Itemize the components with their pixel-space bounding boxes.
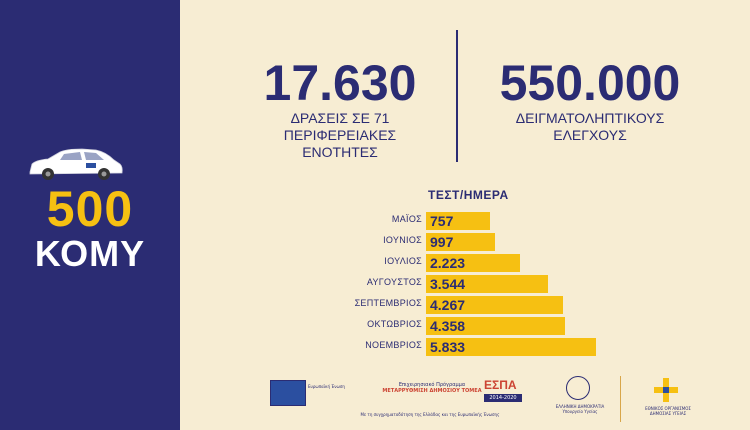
chart-title: ΤΕΣΤ/ΗΜΕΡΑ xyxy=(428,188,509,202)
eu-text: Ευρωπαϊκή Ένωση xyxy=(308,384,345,389)
stat-tests-label-line: ΔΕΙΓΜΑΤΟΛΗΠΤΙΚΟΥΣ xyxy=(515,110,665,126)
espa-text: ΕΣΠΑ xyxy=(484,378,517,392)
stat-tests-label-line: ΕΛΕΓΧΟΥΣ xyxy=(553,127,627,143)
ministry-line: Υπουργείο Υγείας xyxy=(562,409,598,414)
stat-divider xyxy=(456,30,458,162)
chart-row: ΣΕΠΤΕΜΒΡΙΟΣ 4.267 xyxy=(180,296,750,314)
komy-count: 500 xyxy=(46,181,134,237)
chart-row: ΟΚΤΩΒΡΙΟΣ 4.358 xyxy=(180,317,750,335)
chart-value-label: 5.833 xyxy=(430,339,466,355)
left-panel: 500 ΚΟΜΥ xyxy=(0,0,180,430)
stat-tests-number: 550.000 xyxy=(499,55,681,111)
espa-logo: ΕΣΠΑ 2014-2020 xyxy=(484,378,522,404)
stat-actions-number: 17.630 xyxy=(263,55,417,111)
eody-cross-icon xyxy=(654,378,678,402)
chart-row: ΝΟΕΜΒΡΙΟΣ 5.833 xyxy=(180,338,750,356)
chart-category-label: ΝΟΕΜΒΡΙΟΣ xyxy=(365,340,422,350)
espa-years: 2014-2020 xyxy=(484,394,522,402)
stat-tests: 550.000 ΔΕΙΓΜΑΤΟΛΗΠΤΙΚΟΥΣ ΕΛΕΓΧΟΥΣ xyxy=(460,58,720,144)
chart-row: ΙΟΥΝΙΟΣ 997 xyxy=(180,233,750,251)
komy-label: ΚΟΜΥ xyxy=(34,233,146,274)
chart-bar xyxy=(426,233,495,251)
chart-category-label: ΙΟΥΝΙΟΣ xyxy=(383,235,422,245)
program-logo: Επιχειρησιακό Πρόγραμμα ΜΕΤΑΡΡΥΘΜΙΣΗ ΔΗΜ… xyxy=(382,382,482,394)
footer-logos: Ευρωπαϊκή Ένωση Επιχειρησιακό Πρόγραμμα … xyxy=(270,374,740,430)
stat-actions: 17.630 ΔΡΑΣΕΙΣ ΣΕ 71 ΠΕΡΙΦΕΡΕΙΑΚΕΣ ΕΝΟΤΗ… xyxy=(240,58,440,161)
chart-row: ΙΟΥΛΙΟΣ 2.223 xyxy=(180,254,750,272)
chart-row: ΜΑΪΟΣ 757 xyxy=(180,212,750,230)
stat-actions-label-line: ΔΡΑΣΕΙΣ ΣΕ 71 xyxy=(290,110,390,126)
eody-line: ΕΘΝΙΚΟΣ ΟΡΓΑΝΙΣΜΟΣ xyxy=(645,406,691,411)
chart-bar xyxy=(426,317,566,335)
chart-bar xyxy=(426,296,564,314)
chart-value-label: 3.544 xyxy=(430,276,466,292)
chart-value-label: 4.358 xyxy=(430,318,466,334)
chart-category-label: ΜΑΪΟΣ xyxy=(391,214,422,224)
program-line: ΜΕΤΑΡΡΥΘΜΙΣΗ ΔΗΜΟΣΙΟΥ ΤΟΜΕΑ xyxy=(382,388,482,394)
chart-category-label: ΙΟΥΛΙΟΣ xyxy=(384,256,422,266)
stat-tests-label: ΔΕΙΓΜΑΤΟΛΗΠΤΙΚΟΥΣ ΕΛΕΓΧΟΥΣ xyxy=(460,110,720,144)
chart-row: ΑΥΓΟΥΣΤΟΣ 3.544 xyxy=(180,275,750,293)
chart-bar xyxy=(426,275,549,293)
car-icon xyxy=(29,148,123,180)
eody-text: ΕΘΝΙΚΟΣ ΟΡΓΑΝΙΣΜΟΣ ΔΗΜΟΣΙΑΣ ΥΓΕΙΑΣ xyxy=(638,406,698,416)
ministry-text: ΕΛΛΗΝΙΚΗ ΔΗΜΟΚΡΑΤΙΑ Υπουργείο Υγείας xyxy=(550,404,610,414)
chart-value-label: 757 xyxy=(430,213,454,229)
chart-value-label: 997 xyxy=(430,234,454,250)
footer-divider xyxy=(620,376,621,422)
program-line: Επιχειρησιακό Πρόγραμμα xyxy=(398,382,466,388)
cofund-text: Με τη συγχρηματοδότηση της Ελλάδας και τ… xyxy=(360,412,500,417)
stat-actions-label-line: ΠΕΡΙΦΕΡΕΙΑΚΕΣ xyxy=(283,127,397,143)
ministry-line: ΕΛΛΗΝΙΚΗ ΔΗΜΟΚΡΑΤΙΑ xyxy=(555,404,605,409)
chart-value-label: 4.267 xyxy=(430,297,466,313)
greek-seal-icon xyxy=(566,376,590,400)
chart-bar xyxy=(426,212,490,230)
chart-category-label: ΑΥΓΟΥΣΤΟΣ xyxy=(366,277,422,287)
stat-actions-label: ΔΡΑΣΕΙΣ ΣΕ 71 ΠΕΡΙΦΕΡΕΙΑΚΕΣ ΕΝΟΤΗΤΕΣ xyxy=(240,110,440,161)
chart-bar xyxy=(426,338,596,356)
main-panel: 17.630 ΔΡΑΣΕΙΣ ΣΕ 71 ΠΕΡΙΦΕΡΕΙΑΚΕΣ ΕΝΟΤΗ… xyxy=(180,0,750,430)
eu-flag-icon xyxy=(270,380,306,406)
chart-bar xyxy=(426,254,521,272)
chart-category-label: ΟΚΤΩΒΡΙΟΣ xyxy=(367,319,422,329)
eody-line: ΔΗΜΟΣΙΑΣ ΥΓΕΙΑΣ xyxy=(649,411,687,416)
chart-category-label: ΣΕΠΤΕΜΒΡΙΟΣ xyxy=(354,298,422,308)
chart-value-label: 2.223 xyxy=(430,255,466,271)
stat-actions-label-line: ΕΝΟΤΗΤΕΣ xyxy=(302,144,378,160)
